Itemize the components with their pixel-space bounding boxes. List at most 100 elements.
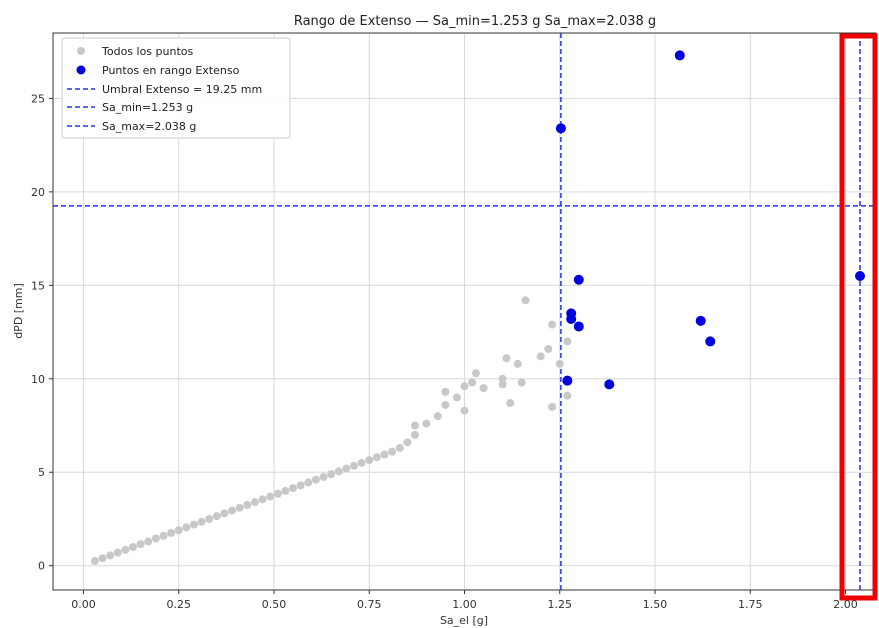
all-point-marker	[228, 506, 237, 515]
all-point-marker	[350, 461, 359, 470]
all-point-marker	[235, 503, 244, 512]
all-point-marker	[521, 296, 530, 305]
all-point-marker	[395, 443, 404, 452]
all-point-marker	[327, 470, 336, 479]
y-axis-label: dPD [mm]	[12, 283, 25, 339]
all-point-marker	[471, 369, 480, 378]
all-point-marker	[144, 537, 153, 546]
all-point-marker	[403, 438, 412, 447]
legend-label-sa-max: Sa_max=2.038 g	[102, 120, 196, 133]
all-point-marker	[506, 399, 515, 408]
x-tick-label: 2.00	[833, 598, 858, 611]
all-point-marker	[90, 557, 99, 566]
all-point-marker	[441, 387, 450, 396]
all-point-marker	[273, 489, 282, 498]
all-point-marker	[197, 517, 206, 526]
legend-label-threshold: Umbral Extenso = 19.25 mm	[102, 83, 262, 96]
all-point-marker	[98, 554, 107, 563]
all-point-marker	[258, 495, 267, 504]
all-point-marker	[174, 526, 183, 535]
all-point-marker	[319, 472, 328, 481]
x-tick-label: 0.50	[262, 598, 287, 611]
y-tick-label: 15	[31, 279, 45, 292]
x-tick-label: 1.50	[643, 598, 668, 611]
all-point-marker	[357, 458, 366, 467]
all-point-marker	[113, 548, 122, 557]
all-point-marker	[433, 412, 442, 421]
highlight-box	[839, 33, 878, 601]
all-point-marker	[468, 378, 477, 387]
all-point-marker	[167, 528, 176, 537]
all-point-marker	[410, 430, 419, 439]
all-point-marker	[289, 484, 298, 493]
range-point-marker	[854, 270, 865, 281]
range-point-marker	[674, 50, 685, 61]
y-tick-label: 25	[31, 92, 45, 105]
x-tick-label: 1.00	[452, 598, 477, 611]
x-tick-label: 0.75	[357, 598, 382, 611]
all-point-marker	[460, 382, 469, 391]
all-point-marker	[498, 374, 507, 383]
range-point-marker	[573, 274, 584, 285]
all-point-marker	[388, 447, 397, 456]
chart-title: Rango de Extenso — Sa_min=1.253 g Sa_max…	[294, 14, 656, 29]
all-point-marker	[159, 531, 168, 540]
all-point-marker	[136, 540, 145, 549]
all-point-marker	[365, 456, 374, 465]
all-point-marker	[220, 509, 229, 518]
all-point-marker	[502, 354, 511, 363]
all-point-marker	[548, 320, 557, 329]
x-tick-label: 0.00	[71, 598, 96, 611]
x-tick-label: 1.75	[738, 598, 763, 611]
range-point-marker	[566, 313, 577, 324]
x-ticks: 0.00 0.25 0.50 0.75 1.00 1.25 1.50 1.75 2.00	[71, 590, 858, 611]
all-point-marker	[479, 384, 488, 393]
all-point-marker	[106, 551, 115, 560]
range-point-marker	[555, 123, 566, 134]
y-tick-label: 5	[38, 466, 45, 479]
all-point-marker	[422, 419, 431, 428]
all-point-marker	[372, 453, 381, 462]
x-tick-label: 1.25	[548, 598, 573, 611]
range-point-marker	[695, 315, 706, 326]
all-point-marker	[342, 464, 351, 473]
range-point-marker	[562, 375, 573, 386]
all-point-marker	[189, 520, 198, 529]
all-point-marker	[563, 337, 572, 346]
all-point-marker	[555, 359, 564, 368]
all-point-marker	[380, 450, 389, 459]
y-tick-label: 0	[38, 560, 45, 573]
legend-label-sa-min: Sa_min=1.253 g	[102, 101, 193, 114]
all-point-marker	[441, 400, 450, 409]
legend-marker-range-points	[76, 65, 86, 75]
all-point-marker	[410, 421, 419, 430]
all-point-marker	[544, 344, 553, 353]
y-tick-label: 20	[31, 186, 45, 199]
all-point-marker	[304, 478, 313, 487]
y-ticks: 0 5 10 15 20 25	[31, 92, 53, 573]
all-point-marker	[548, 402, 557, 411]
x-tick-label: 0.25	[166, 598, 191, 611]
all-point-marker	[334, 467, 343, 476]
all-point-marker	[182, 523, 191, 532]
all-point-marker	[205, 514, 214, 523]
legend: Todos los puntos Puntos en rango Extenso…	[61, 37, 291, 139]
legend-marker-all-points	[77, 47, 85, 55]
all-point-marker	[311, 475, 320, 484]
all-point-marker	[498, 380, 507, 389]
y-tick-label: 10	[31, 373, 45, 386]
legend-label-range-points: Puntos en rango Extenso	[102, 64, 240, 77]
range-point-marker	[705, 336, 716, 347]
all-point-marker	[266, 492, 275, 501]
all-point-marker	[513, 359, 522, 368]
all-point-marker	[296, 481, 305, 490]
legend-box	[61, 37, 291, 139]
all-point-marker	[212, 512, 221, 521]
all-point-marker	[281, 486, 290, 495]
all-point-marker	[129, 543, 138, 552]
all-point-marker	[452, 393, 461, 402]
x-axis-label: Sa_el [g]	[440, 614, 488, 627]
all-point-marker	[563, 391, 572, 400]
all-point-marker	[151, 534, 160, 543]
